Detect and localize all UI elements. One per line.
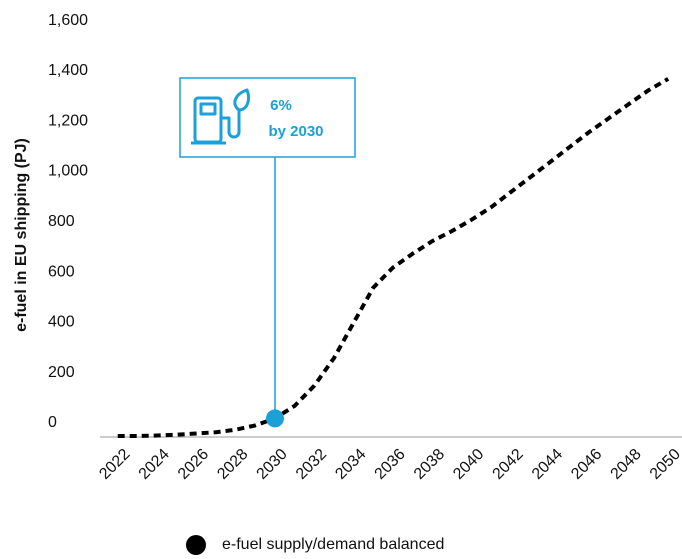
highlight-point (265, 409, 284, 428)
x-tick-label: 2022 (96, 446, 133, 483)
x-tick-label: 2044 (529, 446, 566, 483)
x-tick-label: 2024 (136, 446, 173, 483)
annotation-box: 6% by 2030 (179, 77, 356, 158)
x-tick-label: 2026 (175, 446, 212, 483)
x-tick-label: 2042 (490, 446, 527, 483)
y-tick-label: 600 (48, 263, 75, 280)
y-tick-label: 0 (48, 414, 57, 431)
x-tick-label: 2046 (568, 446, 605, 483)
x-tick-label: 2036 (372, 446, 409, 483)
x-tick-label: 2050 (647, 446, 682, 483)
y-tick-label: 800 (48, 213, 75, 230)
annotation-frame (179, 77, 356, 158)
x-tick-label: 2034 (332, 446, 369, 483)
y-axis-label: e-fuel in EU shipping (PJ) (13, 138, 30, 332)
legend-label: e-fuel supply/demand balanced (222, 536, 444, 553)
x-tick-label: 2028 (214, 446, 251, 483)
y-tick-label: 1,600 (48, 12, 88, 29)
series-line (117, 77, 670, 438)
y-tick-label: 1,400 (48, 62, 88, 79)
y-tick-label: 1,000 (48, 163, 88, 180)
annotation-text: 6% (270, 97, 292, 114)
x-tick-label: 2048 (608, 446, 645, 483)
annotation-text: by 2030 (268, 123, 323, 140)
y-tick-label: 1,200 (48, 112, 88, 129)
y-tick-label: 200 (48, 364, 75, 381)
fuel-pump-icon (191, 88, 251, 145)
x-tick-label: 2038 (411, 446, 448, 483)
legend-marker (186, 535, 206, 555)
x-tick-label: 2030 (254, 446, 291, 483)
x-tick-label: 2032 (293, 446, 330, 483)
y-tick-label: 400 (48, 314, 75, 331)
x-tick-label: 2040 (450, 446, 487, 483)
